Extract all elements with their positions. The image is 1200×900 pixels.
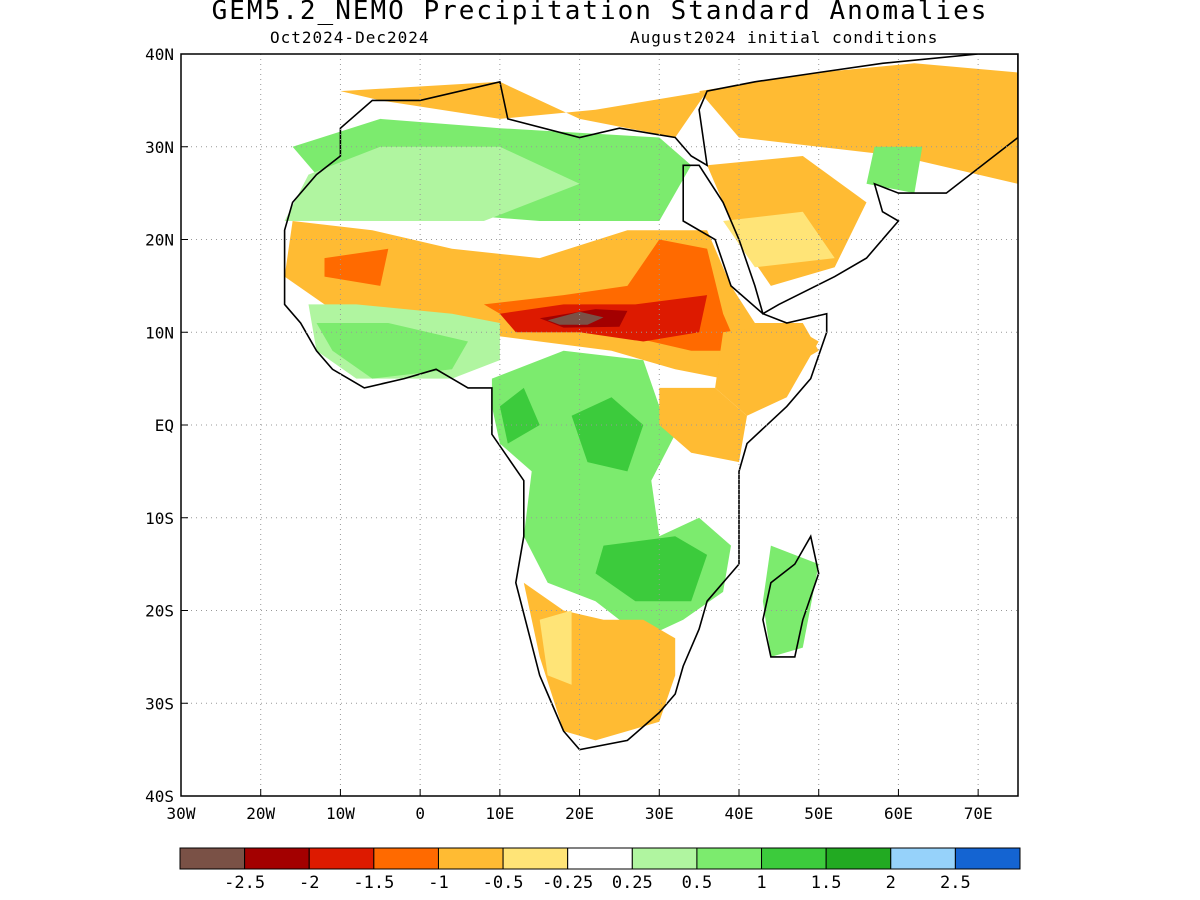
anomaly-region [316,323,468,379]
anomaly-region [659,387,747,463]
lon-tick-label: 20W [246,804,275,823]
map-title: GEM5.2_NEMO Precipitation Standard Anoma… [211,0,989,26]
lat-tick-label: 20N [145,231,174,250]
lon-tick-label: 70E [964,804,993,823]
initial-conditions: August2024 initial conditions [630,28,939,47]
lat-tick-label: 40N [145,45,174,64]
colorbar-label: -0.25 [542,873,593,893]
colorbar-swatch [244,847,310,870]
colorbar-swatch [179,847,246,870]
lat-tick-label: 20S [145,602,174,621]
colorbar-swatch [567,847,633,870]
anomaly-region [547,311,604,325]
anomaly-shading [284,63,1018,741]
colorbar-label: 2.5 [940,873,971,893]
lat-tick-label: 30S [145,694,174,713]
africa-coastline [283,54,1018,751]
lat-tick-label: 10N [145,323,174,342]
anomaly-region [539,610,572,685]
anomaly-region [715,323,819,416]
colorbar-label: 2 [886,873,896,893]
anomaly-region [699,63,1018,184]
madagascar-coastline [762,534,820,658]
colorbar-label: -0.5 [483,873,524,893]
colorbar-swatch [954,847,1021,870]
anomaly-region [499,387,540,444]
colorbar-label: 1.5 [811,873,842,893]
colorbar-swatch [825,847,892,870]
colorbar-swatch [761,847,827,870]
colorbar-swatch [308,847,375,870]
colorbar-legend: -2.5 -2 -1.5 -1 -0.5 -0.25 0.25 0.5 1 1.5 2 2.5 [179,847,1021,893]
anomaly-region [866,146,923,194]
colorbar-label: 0.5 [682,873,713,893]
anomaly-region [723,211,835,268]
colorbar-label: 1 [756,873,766,893]
colorbar-label: -1 [428,873,448,893]
colorbar-label: 0.25 [612,873,653,893]
lon-tick-label: 60E [884,804,913,823]
lat-tick-label: EQ [155,416,174,435]
anomaly-region [284,146,580,221]
lat-tick-label: 30N [145,138,174,157]
anomaly-region [324,248,389,286]
colorbar-swatch [502,847,569,870]
graticule [181,54,1018,796]
colorbar-swatch [437,847,504,870]
colorbar-label: -2 [299,873,319,893]
anomaly-region [571,397,644,472]
colorbar-swatch [890,847,956,870]
colorbar-swatch [631,847,698,870]
anomaly-region [595,536,708,602]
lon-tick-label: 10W [326,804,355,823]
lon-tick-label: 10E [485,804,514,823]
colorbar-swatch [373,847,439,870]
lon-tick-label: 50E [804,804,833,823]
colorbar-label: -2.5 [224,873,265,893]
coastlines [283,54,1018,751]
lat-tick-label: 40S [145,787,174,806]
anomaly-region [340,81,708,138]
lon-tick-label: 40E [725,804,754,823]
colorbar-swatch [696,847,763,870]
axis-ticks: 30W 20W 10W 0 10E 20E 30E 40E 50E 60E 70E 40N 30N 20N… [145,45,993,823]
lon-tick-label: 30E [645,804,674,823]
lon-tick-label: 30W [167,804,196,823]
colorbar-label: -1.5 [353,873,394,893]
lon-tick-label: 20E [565,804,594,823]
lon-tick-label: 0 [415,804,425,823]
forecast-period: Oct2024-Dec2024 [270,28,430,47]
anomaly-region [762,545,819,657]
lat-tick-label: 10S [145,509,174,528]
